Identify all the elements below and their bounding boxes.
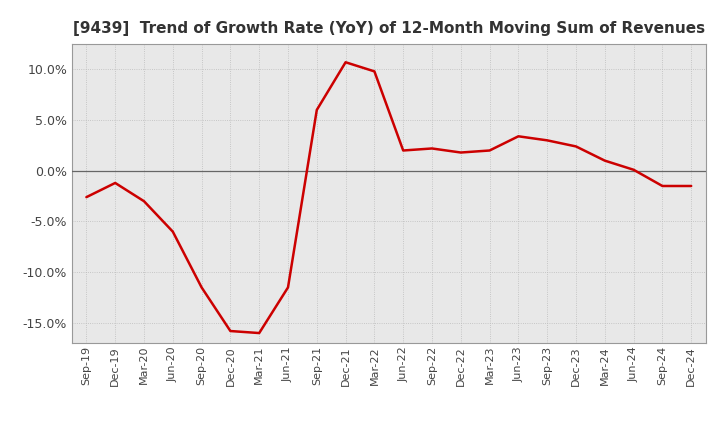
Title: [9439]  Trend of Growth Rate (YoY) of 12-Month Moving Sum of Revenues: [9439] Trend of Growth Rate (YoY) of 12-…: [73, 21, 705, 36]
